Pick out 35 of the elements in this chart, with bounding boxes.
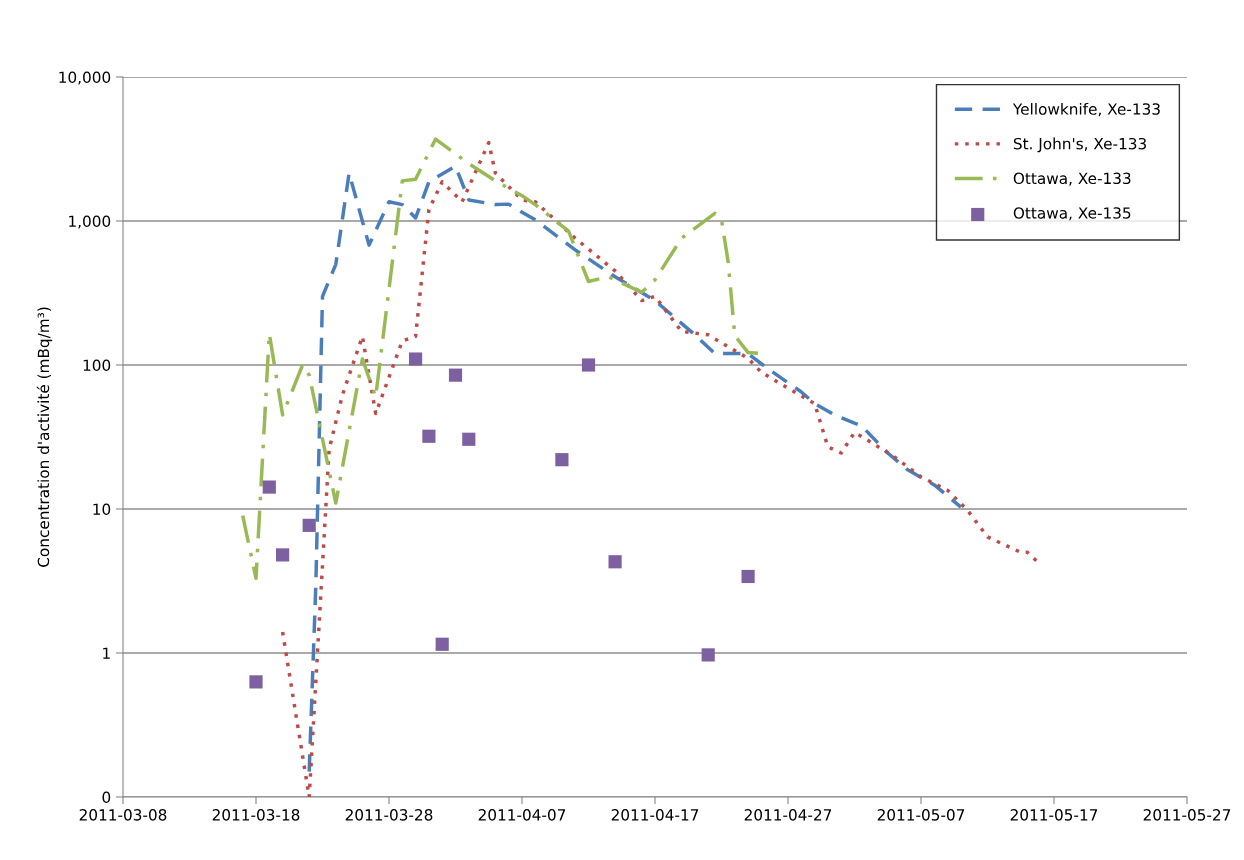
x-tick-label: 2011-05-27 bbox=[1143, 809, 1231, 821]
legend-label: Ottawa, Xe-133 bbox=[1013, 172, 1131, 186]
y-tick-label: 0 bbox=[102, 791, 111, 804]
x-tick-label: 2011-05-07 bbox=[877, 809, 965, 821]
y-tick-label: 1 bbox=[103, 647, 110, 659]
y-tick-label: 10,000 bbox=[59, 71, 111, 85]
x-tick-label: 2011-03-28 bbox=[345, 809, 433, 821]
point bbox=[302, 518, 316, 532]
point bbox=[741, 569, 755, 584]
x-tick-label: 2011-04-27 bbox=[744, 809, 832, 821]
y-tick-label: 1,000 bbox=[69, 215, 111, 229]
y-tick-label: 100 bbox=[83, 359, 111, 372]
legend-label: Ottawa, Xe-135 bbox=[1013, 207, 1131, 221]
point bbox=[448, 368, 463, 382]
point bbox=[608, 555, 622, 569]
point bbox=[462, 432, 476, 446]
x-tick-label: 2011-04-17 bbox=[611, 809, 699, 821]
y-axis-title: Concentration d'activité (mBq/m³) bbox=[36, 307, 53, 567]
point bbox=[555, 453, 569, 467]
x-tick-label: 2011-03-08 bbox=[79, 809, 167, 821]
x-tick-label: 2011-04-07 bbox=[478, 809, 566, 821]
x-tick-label: 2011-03-18 bbox=[212, 809, 300, 821]
point bbox=[701, 648, 715, 662]
x-tick-label: 2011-05-17 bbox=[1010, 809, 1098, 821]
point bbox=[409, 352, 423, 366]
legend-label: St. John's, Xe-133 bbox=[1013, 137, 1146, 153]
y-tick-label: 10 bbox=[93, 503, 111, 516]
point bbox=[422, 429, 436, 443]
point bbox=[435, 637, 449, 651]
line-series bbox=[307, 164, 963, 774]
point bbox=[262, 480, 276, 494]
legend-label: Yellowknife, Xe-133 bbox=[1012, 102, 1160, 117]
point bbox=[276, 548, 290, 562]
point bbox=[581, 358, 596, 372]
point bbox=[249, 675, 263, 689]
